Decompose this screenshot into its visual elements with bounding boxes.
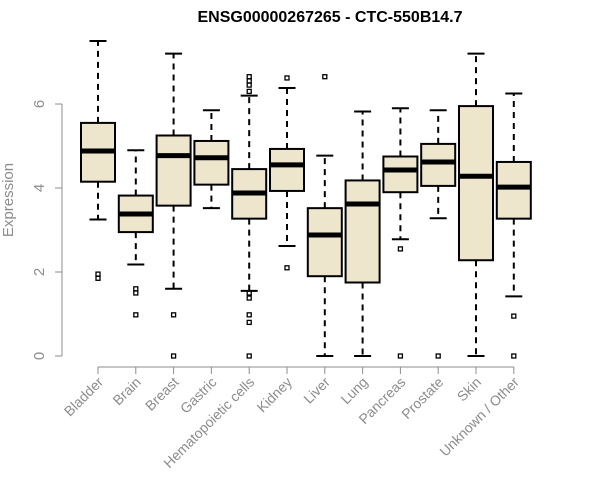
- outlier-point: [322, 74, 328, 80]
- x-tick-label: Liver: [300, 374, 333, 407]
- y-tick-label: 2: [31, 268, 48, 276]
- x-tick-label: Kidney: [254, 374, 296, 416]
- y-tick-label: 0: [31, 352, 48, 360]
- outlier-point: [435, 353, 441, 359]
- outlier-point: [95, 271, 101, 277]
- box-group: [155, 52, 192, 359]
- box-group: [344, 110, 381, 357]
- box-group: [193, 109, 230, 210]
- chart-title: ENSG00000267265 - CTC-550B14.7: [197, 9, 462, 26]
- iqr-box: [495, 160, 532, 220]
- x-tick-label: Skin: [454, 374, 485, 405]
- boxes-layer: [80, 40, 532, 359]
- outlier-point: [246, 353, 252, 359]
- outlier-point: [95, 275, 101, 281]
- box-group: [382, 107, 419, 359]
- outlier-point: [397, 246, 404, 252]
- iqr-box: [306, 207, 343, 278]
- outlier-point: [170, 312, 177, 318]
- outlier-point: [246, 82, 252, 88]
- box-group: [458, 52, 494, 357]
- outlier-point: [170, 353, 177, 359]
- y-tick-label: 6: [31, 100, 48, 108]
- iqr-box: [269, 147, 305, 192]
- outlier-point: [246, 88, 252, 95]
- x-tick-label: Prostate: [398, 374, 446, 422]
- outlier-point: [246, 74, 252, 80]
- box-group: [306, 74, 343, 357]
- y-axis: 0 2 4 6: [31, 100, 63, 360]
- outlier-point: [397, 353, 404, 359]
- box-group: [117, 149, 154, 318]
- iqr-box: [155, 134, 192, 207]
- iqr-box: [193, 139, 230, 186]
- iqr-box: [458, 105, 494, 262]
- outlier-point: [246, 290, 252, 296]
- y-tick-label: 4: [31, 184, 48, 192]
- outlier-point: [284, 75, 290, 81]
- iqr-box: [420, 142, 457, 187]
- outlier-point: [246, 78, 252, 84]
- box-group: [231, 74, 268, 359]
- x-tick-label: Lung: [337, 374, 370, 407]
- outlier-point: [284, 265, 290, 271]
- box-group: [420, 109, 457, 359]
- outlier-point: [133, 290, 139, 296]
- box-group: [269, 75, 305, 271]
- outlier-point: [246, 295, 252, 301]
- outlier-point: [133, 312, 139, 318]
- x-tick-label: Bladder: [61, 374, 107, 420]
- box-group: [495, 92, 532, 359]
- outlier-point: [246, 319, 252, 326]
- x-tick-label: Breast: [142, 374, 182, 414]
- outlier-point: [246, 312, 252, 318]
- x-tick-label: Brain: [109, 374, 143, 408]
- outlier-point: [133, 286, 139, 292]
- iqr-box: [382, 155, 419, 194]
- y-axis-label: Expression: [0, 163, 17, 237]
- iqr-box: [344, 179, 381, 284]
- box-group: [80, 40, 116, 281]
- outlier-point: [511, 353, 517, 359]
- outlier-point: [511, 313, 517, 319]
